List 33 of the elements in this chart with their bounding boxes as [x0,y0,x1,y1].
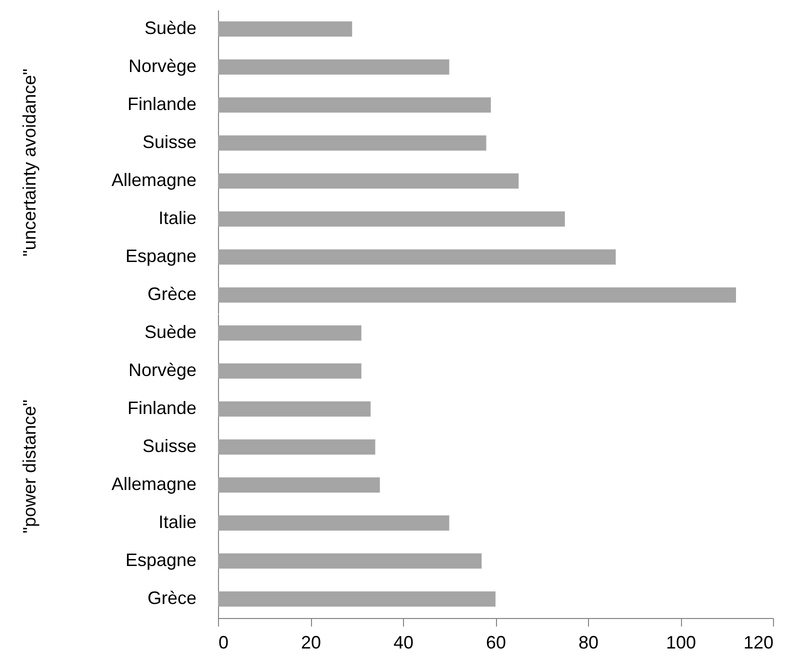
y-tick-label: Italie [158,208,196,228]
y-tick-label: Allemagne [111,170,196,190]
y-tick-label: Finlande [127,398,196,418]
x-tick-label: 80 [578,632,599,652]
y-tick-label: Norvège [128,360,196,380]
y-axis-title: "power distance" [20,400,40,534]
bar [218,249,616,265]
y-tick-label: Suède [144,322,196,342]
bar [218,173,519,189]
bar [218,287,736,303]
y-tick-label: Italie [158,512,196,532]
y-tick-label: Suisse [142,436,196,456]
x-tick-label: 120 [743,632,774,652]
bar [218,21,352,37]
bar [218,211,565,227]
x-tick-label: 20 [300,632,322,652]
x-tick-label: 100 [666,632,696,652]
y-tick-label: Allemagne [111,474,196,494]
y-axis-title: "uncertainty avoidance" [20,68,40,256]
y-tick-label: Suède [144,18,196,38]
y-tick-label: Grèce [147,588,196,608]
y-tick-label: Suisse [142,132,196,152]
x-tick-label: 0 [218,632,229,652]
bar [218,97,491,113]
y-tick-label: Norvège [128,56,196,76]
y-tick-label: Espagne [125,550,196,570]
y-tick-label: Finlande [127,94,196,114]
bar [218,59,450,75]
bar [218,135,486,151]
x-tick-label: 60 [486,632,506,652]
x-tick-label: 40 [393,632,414,652]
y-tick-label: Grèce [147,284,196,304]
y-tick-label: Espagne [125,246,196,266]
